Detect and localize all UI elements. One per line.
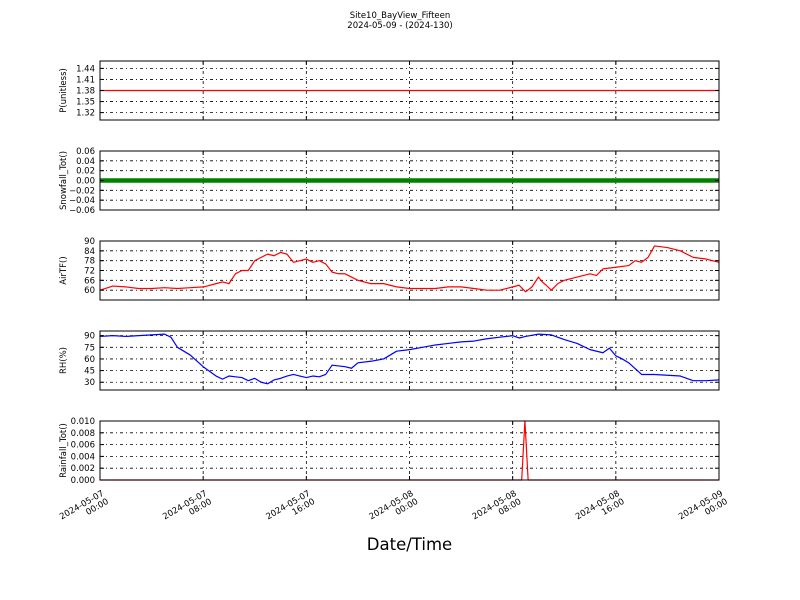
y-tick-label: 90 <box>84 332 95 342</box>
y-tick-label: 30 <box>84 378 95 388</box>
x-tick-label: 2024-05-0708:00 <box>161 489 213 530</box>
y-tick-label: 1.38 <box>76 87 95 97</box>
y-tick-label: 72 <box>84 267 95 277</box>
y-tick-label: 0.008 <box>71 429 95 439</box>
x-axis-label: Date/Time <box>367 535 452 554</box>
y-axis-label: RH(%) <box>59 347 69 374</box>
y-tick-label: 0.04 <box>76 157 95 167</box>
y-tick-label: 1.44 <box>76 64 95 74</box>
y-tick-label: 45 <box>84 367 95 377</box>
y-tick-label: 0.010 <box>71 417 95 427</box>
x-tick-label: 2024-05-0808:00 <box>471 489 523 530</box>
x-tick-label: 2024-05-0800:00 <box>368 489 420 530</box>
y-axis-label: Snowfall_Tot() <box>59 151 69 210</box>
y-tick-label: −0.04 <box>69 196 95 206</box>
y-tick-label: 60 <box>84 286 95 296</box>
y-tick-label: 60 <box>84 355 95 365</box>
y-tick-label: 0.02 <box>76 167 95 177</box>
x-tick-label: 2024-05-0716:00 <box>264 489 316 530</box>
y-tick-label: 78 <box>84 257 95 267</box>
series-line <box>99 333 720 385</box>
y-axis-label: Rainfall_Tot() <box>59 423 69 478</box>
y-tick-label: 75 <box>84 343 95 353</box>
y-tick-label: 0.004 <box>71 452 95 462</box>
y-tick-label: 0.006 <box>71 441 95 451</box>
y-tick-label: 1.41 <box>76 75 95 85</box>
chart-title: Site10_BayView_Fifteen <box>349 11 451 21</box>
x-tick-label: 2024-05-0900:00 <box>677 489 729 530</box>
y-tick-label: 84 <box>84 247 95 257</box>
y-tick-label: 90 <box>84 237 95 247</box>
y-tick-label: 66 <box>84 276 95 286</box>
series-line <box>99 245 720 293</box>
x-tick-label: 2024-05-0700:00 <box>58 489 110 530</box>
y-tick-label: 0.06 <box>76 147 95 157</box>
y-tick-label: 0.000 <box>71 476 95 486</box>
x-tick-label: 2024-05-0816:00 <box>574 489 626 530</box>
y-axis-label: P(unitless) <box>59 68 69 113</box>
y-tick-label: 0.002 <box>71 464 95 474</box>
y-tick-label: −0.02 <box>69 186 95 196</box>
y-tick-label: 0.00 <box>76 177 95 187</box>
chart-subtitle: 2024-05-09 - (2024-130) <box>347 21 453 31</box>
y-axis-label: AirTF() <box>59 256 69 284</box>
y-tick-label: 1.35 <box>76 98 95 108</box>
y-tick-label: 1.32 <box>76 109 95 119</box>
y-tick-label: −0.06 <box>69 206 95 216</box>
